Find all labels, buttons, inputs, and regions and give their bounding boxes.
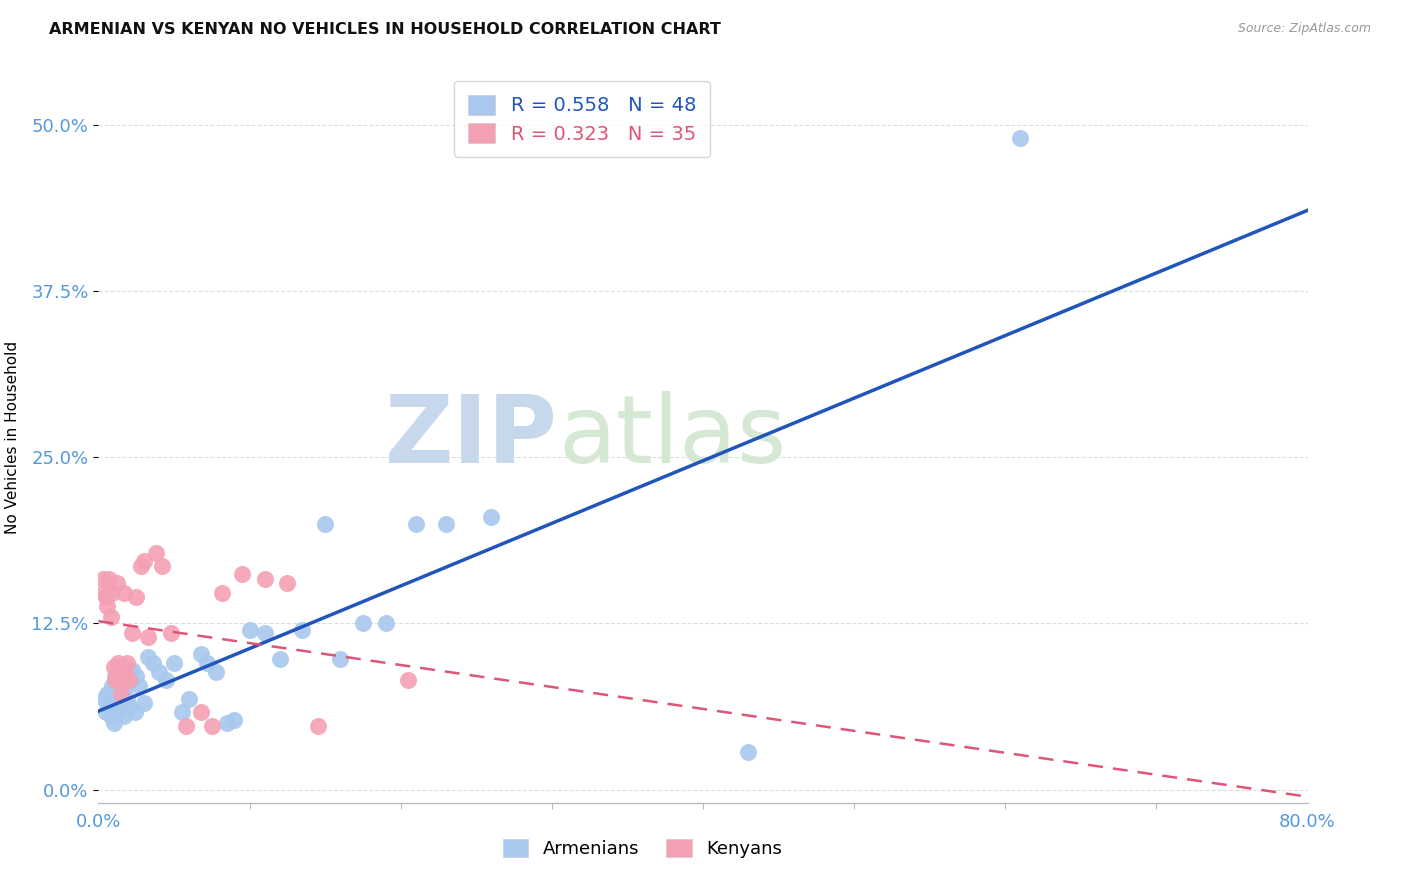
Point (205, 665, 228, 680)
Point (121, 663, 143, 677)
Point (94, 706, 117, 720)
Point (201, 719, 224, 733)
Point (396, 673, 419, 688)
Point (291, 623, 314, 637)
Text: Source: ZipAtlas.com: Source: ZipAtlas.com (1237, 22, 1371, 36)
Point (434, 516, 457, 531)
Point (105, 576, 128, 591)
Point (110, 687, 132, 701)
Point (104, 669, 127, 683)
Point (96, 599, 118, 613)
Point (145, 546, 167, 560)
Point (224, 714, 246, 728)
Point (142, 656, 165, 670)
Point (111, 660, 134, 674)
Point (114, 679, 136, 693)
Point (177, 692, 201, 706)
Point (150, 559, 173, 574)
Point (124, 706, 146, 720)
Point (307, 719, 329, 733)
Point (136, 630, 159, 644)
Text: ARMENIAN VS KENYAN NO VEHICLES IN HOUSEHOLD CORRELATION CHART: ARMENIAN VS KENYAN NO VEHICLES IN HOUSEH… (49, 22, 721, 37)
Point (107, 703, 129, 717)
Point (132, 696, 155, 710)
Point (108, 692, 131, 706)
Point (481, 509, 503, 524)
Point (269, 652, 291, 666)
Point (93, 692, 115, 706)
Point (352, 616, 374, 631)
Point (96, 687, 118, 701)
Point (125, 590, 148, 604)
Point (103, 660, 125, 674)
Point (160, 625, 183, 640)
Point (405, 516, 427, 531)
Point (94, 590, 117, 604)
Point (148, 665, 170, 680)
Point (118, 673, 141, 688)
Point (98, 698, 121, 713)
Text: ZIP: ZIP (385, 391, 558, 483)
Point (100, 609, 122, 624)
Text: atlas: atlas (558, 391, 786, 483)
Point (136, 649, 159, 664)
Point (239, 623, 262, 637)
Point (111, 700, 134, 714)
Point (101, 585, 124, 599)
Point (231, 567, 253, 582)
Point (118, 700, 141, 714)
Point (105, 690, 128, 704)
Point (215, 716, 238, 731)
Point (174, 719, 197, 733)
Point (125, 669, 148, 683)
Point (253, 573, 276, 587)
Point (163, 656, 186, 670)
Point (737, 745, 759, 759)
Point (128, 679, 150, 693)
Point (195, 656, 218, 670)
Point (374, 616, 396, 631)
Point (98, 573, 121, 587)
Legend: Armenians, Kenyans: Armenians, Kenyans (494, 830, 792, 867)
Point (91, 573, 114, 587)
Point (93, 585, 115, 599)
Point (276, 576, 298, 591)
Point (114, 669, 136, 683)
Point (155, 673, 177, 688)
Point (1010, 131, 1032, 145)
Point (190, 706, 212, 720)
Point (329, 652, 352, 666)
Point (129, 559, 152, 574)
Point (314, 516, 336, 531)
Point (190, 647, 212, 661)
Y-axis label: No Vehicles in Household: No Vehicles in Household (6, 341, 20, 533)
Point (112, 709, 135, 723)
Point (103, 716, 125, 731)
Point (115, 656, 138, 670)
Point (253, 625, 276, 640)
Point (211, 585, 233, 599)
Point (121, 625, 143, 640)
Point (110, 682, 132, 697)
Point (107, 656, 129, 670)
Point (112, 585, 135, 599)
Point (100, 709, 122, 723)
Point (120, 673, 142, 688)
Point (101, 679, 124, 693)
Point (115, 692, 138, 706)
Point (132, 554, 155, 568)
Point (170, 706, 193, 720)
Point (108, 673, 131, 688)
Point (104, 673, 127, 688)
